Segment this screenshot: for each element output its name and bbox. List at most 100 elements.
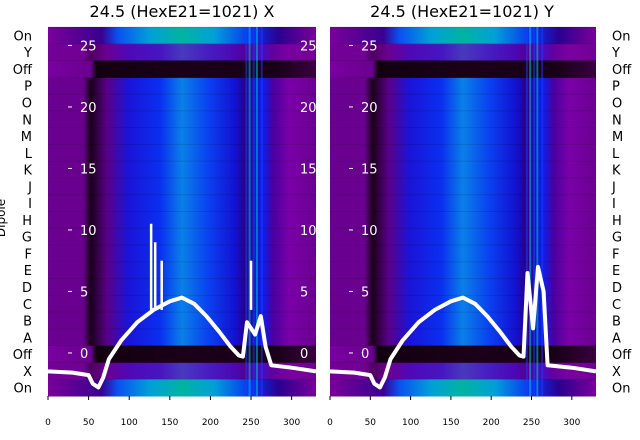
overlay-tick-label-right: 15 [300,162,317,177]
row-label: On [612,29,630,44]
row-label: O [612,96,622,111]
x-tick-label: 250 [523,418,540,428]
x-axis-ticks: 0 50 100 150 200 250 300 [327,396,581,428]
row-label: I [28,197,32,212]
row-label: K [23,164,32,179]
row-label: P [24,80,32,95]
row-label: E [612,264,620,279]
vertical-streak [248,27,251,396]
overlay-tick-label: 20 [361,101,378,116]
x-tick-label: 150 [442,418,459,428]
row-label: H [22,214,32,229]
panel-title: 24.5 (HexE21=1021) X [90,2,275,21]
row-label: On [14,382,32,397]
row-label: D [612,281,622,296]
heat-base [48,27,316,396]
row-label: N [22,113,32,128]
x-tick-label: 0 [327,418,333,428]
row-label: M [21,130,32,145]
vertical-streak [541,27,544,396]
vertical-streak [525,27,528,396]
row-label: G [22,231,32,246]
overlay-tick-label: 25 [361,39,378,54]
overlay-tick-label-right: 25 [300,39,317,54]
heatmap-body [330,26,596,397]
row-label: D [22,281,32,296]
row-label: Off [13,63,33,78]
row-label: C [612,298,621,313]
row-label: E [24,264,32,279]
row-label: N [612,113,622,128]
waveform-line [329,264,597,390]
overlay-tick-label-right: 5 [300,285,308,300]
row-label: O [22,96,32,111]
overlay-tick-label: 15 [80,162,97,177]
row-label: On [612,382,630,397]
overlay-tick-label: 15 [361,162,378,177]
x-tick-label: 200 [483,418,500,428]
heatmap-body [48,26,316,397]
overlay-tick-label: 25 [80,39,97,54]
overlay-tick-label: 0 [80,347,88,362]
row-label: Y [611,46,620,61]
x-axis-ticks: 0 50 100 150 200 250 300 [45,396,300,428]
row-label: X [612,365,621,380]
row-label: L [612,147,620,162]
row-label: Y [23,46,32,61]
x-tick-label: 50 [83,418,95,428]
row-label: X [23,365,32,380]
vertical-streak [533,27,536,396]
waveform-overlay [47,223,317,390]
heat-band [48,379,316,397]
overlay-tick-label-right: 10 [300,224,317,239]
row-label: A [612,331,621,346]
row-label: F [612,247,619,262]
overlay-tick-label-right: 0 [300,347,308,362]
x-tick-label: 300 [563,418,580,428]
row-label: On [14,29,32,44]
waveform-overlay [329,264,597,390]
row-label: K [612,164,621,179]
x-tick-label: 250 [242,418,259,428]
y-axis-label: Dipole [0,199,8,237]
overlay-tick-label: 10 [361,224,378,239]
x-tick-label: 100 [402,418,419,428]
vertical-streak [255,27,258,396]
row-label: B [23,315,32,330]
row-label: C [23,298,32,313]
row-label: Off [13,348,33,363]
overlay-tick-label-right: 20 [300,101,317,116]
row-label: G [612,231,622,246]
row-label: A [23,331,32,346]
heat-band [330,60,596,78]
overlay-tick-label: 10 [80,224,97,239]
row-label: B [612,315,621,330]
row-label: J [611,180,616,195]
heat-band [48,60,316,78]
x-tick-label: 0 [45,418,51,428]
row-label: P [612,80,620,95]
overlay-tick-label: 20 [80,101,97,116]
row-label: Off [612,63,632,78]
panel-title: 24.5 (HexE21=1021) Y [370,2,554,21]
heat-base [330,27,596,396]
row-label: I [612,197,616,212]
row-label: L [25,147,33,162]
overlay-tick-label: 5 [361,285,369,300]
heat-band [330,345,596,363]
overlay-y-ticks: 25 20 15 10 5 0 [349,39,378,362]
vertical-streak [536,27,539,396]
x-tick-label: 300 [283,418,300,428]
x-tick-label: 200 [202,418,219,428]
overlay-y-ticks: 25 25 20 20 15 15 10 10 5 5 0 0 [68,39,317,362]
row-label: J [27,180,32,195]
overlay-tick-label: 5 [80,285,88,300]
x-tick-label: 100 [121,418,138,428]
row-label: H [612,214,622,229]
vertical-streak [245,27,248,396]
